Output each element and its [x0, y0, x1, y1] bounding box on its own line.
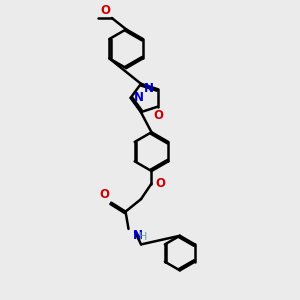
Text: N: N — [134, 91, 144, 104]
Text: H: H — [139, 232, 148, 242]
Text: O: O — [153, 109, 163, 122]
Text: O: O — [155, 177, 165, 190]
Text: O: O — [100, 4, 111, 17]
Text: N: N — [133, 230, 143, 242]
Text: N: N — [144, 82, 154, 95]
Text: O: O — [100, 188, 110, 201]
